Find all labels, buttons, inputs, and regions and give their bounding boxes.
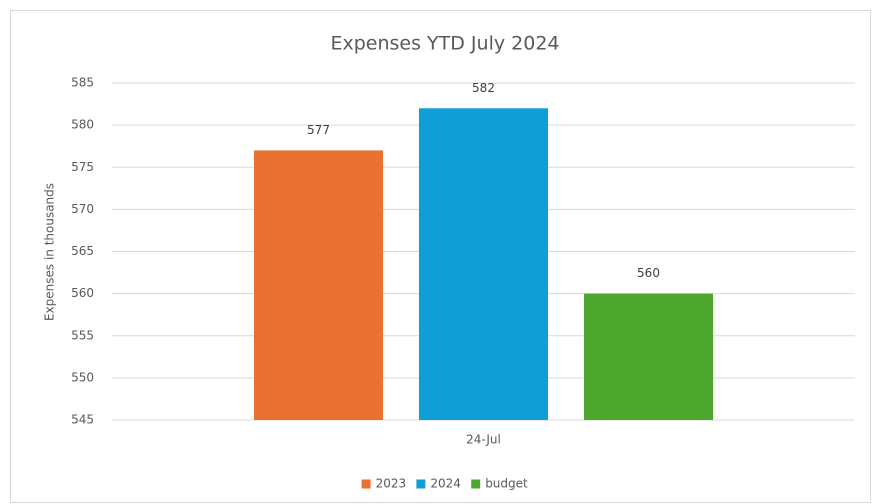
y-axis-label: Expenses in thousands	[43, 183, 57, 321]
data-label: 577	[307, 123, 330, 137]
bar	[419, 108, 548, 421]
y-tick-label: 555	[71, 328, 94, 342]
legend-swatch	[471, 479, 481, 489]
y-tick-label: 570	[71, 202, 94, 216]
y-tick-label: 565	[71, 244, 94, 258]
y-tick-label: 575	[71, 160, 94, 174]
x-tick-label: 24-Jul	[466, 433, 501, 447]
chart-title: Expenses YTD July 2024	[330, 33, 559, 55]
bar	[254, 150, 383, 420]
legend-label: budget	[485, 477, 528, 491]
y-tick-label: 580	[71, 118, 94, 132]
legend-swatch	[361, 479, 371, 489]
bar	[584, 293, 713, 420]
data-label: 560	[637, 266, 660, 280]
legend-swatch	[416, 479, 426, 489]
y-tick-label: 545	[71, 413, 94, 427]
y-tick-label: 560	[71, 286, 94, 300]
legend-label: 2023	[376, 477, 407, 491]
legend-label: 2024	[430, 477, 461, 491]
data-label: 582	[472, 81, 495, 95]
y-tick-label: 585	[71, 76, 94, 90]
y-tick-label: 550	[71, 370, 94, 384]
